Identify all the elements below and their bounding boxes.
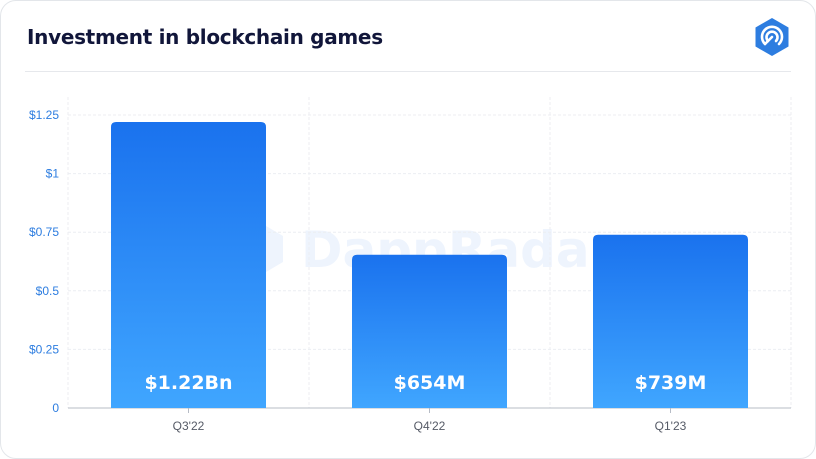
y-tick-label: $1.25 (29, 108, 59, 122)
x-tick-label: Q3'22 (173, 419, 205, 433)
y-tick-label: $0.5 (36, 284, 60, 298)
y-tick-label: $1 (46, 167, 60, 181)
y-tick-label: $0.75 (29, 225, 59, 239)
x-tick-label: Q1'23 (655, 419, 687, 433)
bar-value-label: $654M (394, 372, 466, 394)
bar-value-label: $1.22Bn (144, 372, 232, 394)
bar-value-label: $739M (635, 372, 707, 394)
y-tick-label: $0.25 (29, 342, 59, 356)
bar (352, 254, 507, 408)
header-divider (25, 71, 791, 72)
chart-title: Investment in blockchain games (27, 25, 383, 49)
bar (111, 122, 266, 409)
dappradar-logo-icon (755, 18, 789, 56)
bar (593, 234, 748, 408)
x-tick-label: Q4'22 (414, 419, 446, 433)
y-tick-label: 0 (52, 401, 59, 415)
